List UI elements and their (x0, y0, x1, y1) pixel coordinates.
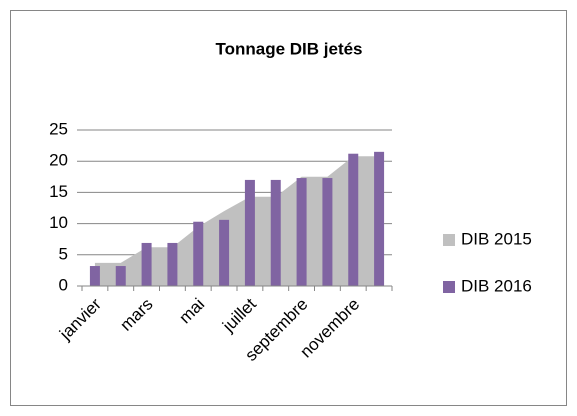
bar (348, 153, 359, 286)
y-tick-label: 5 (59, 244, 68, 263)
bar (374, 151, 385, 286)
y-tick-label: 0 (59, 275, 68, 294)
legend-swatch (443, 234, 455, 246)
bar (193, 221, 204, 286)
y-tick-label: 25 (49, 119, 68, 138)
bar (141, 242, 152, 286)
bar (89, 266, 100, 286)
bar (270, 179, 281, 286)
bar (296, 178, 307, 286)
bar (115, 266, 126, 286)
chart-title: Tonnage DIB jetés (215, 39, 362, 58)
legend-label: DIB 2016 (461, 276, 532, 295)
legend-label: DIB 2015 (461, 229, 532, 248)
bar (322, 178, 333, 286)
bar (244, 179, 255, 286)
y-tick-label: 15 (49, 182, 68, 201)
bar (219, 219, 230, 286)
legend-swatch (443, 281, 455, 293)
y-tick-label: 10 (49, 213, 68, 232)
y-tick-label: 20 (49, 151, 68, 170)
bar (167, 242, 178, 286)
area (94, 156, 380, 286)
